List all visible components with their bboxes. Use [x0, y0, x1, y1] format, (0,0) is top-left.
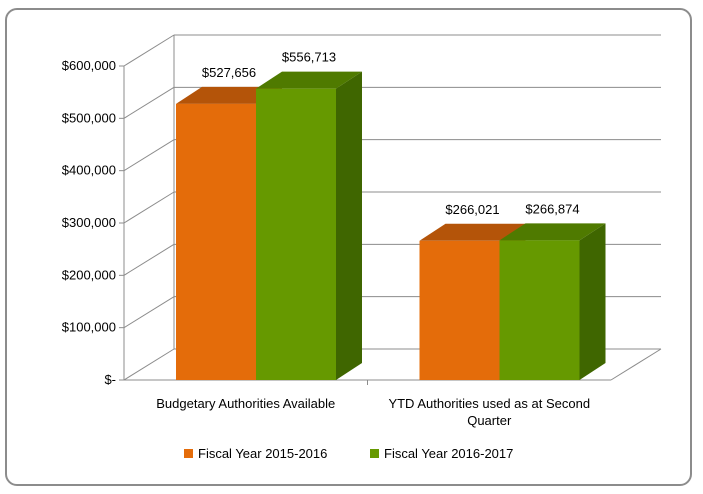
y-tick-label: $-: [104, 372, 116, 387]
legend-label: Fiscal Year 2015-2016: [198, 446, 327, 461]
gridline-depth: [123, 34, 175, 67]
bar: [499, 240, 580, 380]
bar-side: [579, 223, 606, 380]
data-label: $266,021: [445, 202, 499, 217]
y-tick-label: $200,000: [62, 267, 116, 282]
data-label: $266,874: [525, 201, 579, 216]
gridline-depth: [123, 191, 175, 224]
gridline-depth: [123, 139, 175, 172]
floor-edge: [610, 348, 662, 381]
y-tick-label: $500,000: [62, 110, 116, 125]
legend-swatch: [184, 449, 193, 458]
bar: [176, 103, 256, 381]
legend-label: Fiscal Year 2016-2017: [384, 446, 513, 461]
bar: [419, 240, 500, 380]
y-tick-label: $600,000: [62, 58, 116, 73]
legend-swatch: [370, 449, 379, 458]
bar-top: [419, 223, 526, 241]
bar-top: [176, 86, 282, 104]
x-tick-label: YTD Authorities used as at Second Quarter: [388, 396, 590, 428]
y-tick-label: $400,000: [62, 163, 116, 178]
bar-side: [336, 71, 362, 380]
data-label: $527,656: [202, 65, 256, 80]
data-label: $556,713: [282, 50, 336, 65]
bar-top: [256, 71, 362, 89]
y-tick-label: $100,000: [62, 320, 116, 335]
bar: [256, 88, 336, 380]
gridline-depth: [123, 86, 175, 119]
gridline-depth: [123, 348, 175, 381]
y-tick-label: $300,000: [62, 215, 116, 230]
gridline-depth: [123, 296, 175, 329]
gridline-depth: [123, 243, 175, 276]
bar-top: [499, 223, 606, 241]
x-tick-label: Budgetary Authorities Available: [156, 396, 335, 411]
